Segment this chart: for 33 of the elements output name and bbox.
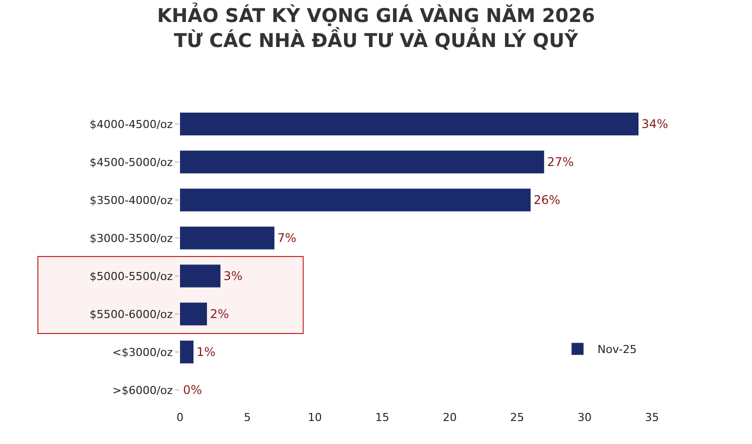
x-tick-label: 5 bbox=[244, 411, 251, 424]
bar bbox=[180, 188, 531, 212]
x-tick-label: 0 bbox=[176, 411, 184, 424]
x-tick-label: 10 bbox=[308, 411, 322, 424]
data-label: 7% bbox=[277, 231, 296, 245]
bar bbox=[180, 264, 220, 288]
data-label: 0% bbox=[183, 383, 202, 397]
bar bbox=[180, 150, 544, 174]
bar bbox=[180, 112, 639, 136]
data-label: 26% bbox=[534, 193, 560, 207]
bar bbox=[180, 340, 194, 364]
y-tick-label: $5000-5500/oz bbox=[90, 270, 174, 283]
chart-title: KHẢO SÁT KỲ VỌNG GIÁ VÀNG NĂM 2026 TỪ CÁC NHÀ ĐẦU TƯ VÀ QUẢN LÝ QUỸ bbox=[157, 2, 595, 52]
data-label: 34% bbox=[642, 117, 668, 131]
bar bbox=[180, 226, 274, 250]
data-label: 27% bbox=[547, 155, 574, 169]
data-label: 3% bbox=[223, 269, 243, 283]
x-tick-label: 25 bbox=[510, 411, 524, 424]
x-tick-label: 35 bbox=[645, 411, 659, 424]
x-tick-label: 30 bbox=[578, 411, 592, 424]
x-tick-label: 20 bbox=[442, 411, 457, 424]
x-tick-label: 15 bbox=[375, 411, 390, 424]
y-tick-label: $3000-3500/oz bbox=[90, 232, 174, 245]
bar bbox=[180, 302, 207, 326]
y-tick-label: <$3000/oz bbox=[112, 346, 174, 359]
y-tick-label: $5500-6000/oz bbox=[90, 308, 174, 321]
y-tick-label: >$6000/oz bbox=[112, 384, 174, 397]
legend-label: Nov-25 bbox=[598, 343, 637, 356]
y-tick-label: $4500-5000/oz bbox=[90, 156, 174, 169]
y-tick-label: $4000-4500/oz bbox=[90, 118, 174, 131]
data-label: 1% bbox=[196, 345, 216, 359]
y-tick-label: $3500-4000/oz bbox=[90, 194, 174, 207]
data-label: 2% bbox=[210, 307, 230, 321]
